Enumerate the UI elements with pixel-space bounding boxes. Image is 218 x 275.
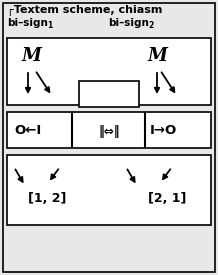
Text: O←I: O←I — [14, 124, 41, 137]
Text: 2: 2 — [148, 21, 153, 30]
Bar — [7, 38, 211, 105]
Text: I→O: I→O — [150, 124, 177, 137]
Text: ‖⇔‖: ‖⇔‖ — [98, 125, 120, 138]
Text: M: M — [148, 47, 168, 65]
Text: 1: 1 — [47, 21, 52, 30]
Text: [2, 1]: [2, 1] — [148, 192, 186, 205]
Bar — [79, 81, 139, 107]
Text: [1, 2]: [1, 2] — [28, 192, 66, 205]
Bar — [7, 155, 211, 225]
Text: bi–sign: bi–sign — [7, 18, 48, 28]
Bar — [7, 112, 211, 148]
Text: M: M — [22, 47, 42, 65]
Text: bi–sign: bi–sign — [108, 18, 149, 28]
Text: ┌Textem scheme, chiasm: ┌Textem scheme, chiasm — [7, 5, 162, 16]
